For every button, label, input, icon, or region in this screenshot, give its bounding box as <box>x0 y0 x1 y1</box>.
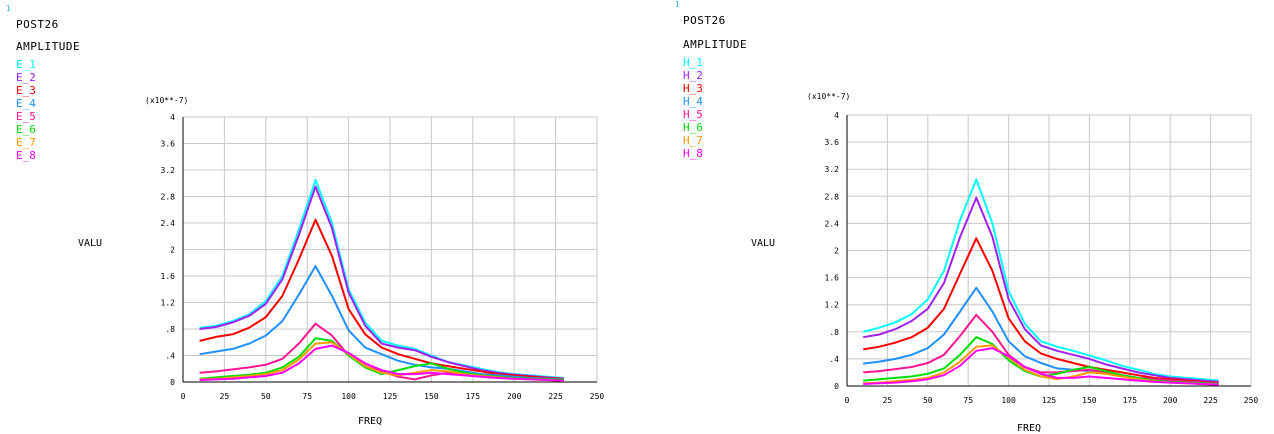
plot-title: POST26 <box>683 14 726 27</box>
x-tick-label: 100 <box>1001 396 1016 405</box>
legend-item: E_5 <box>16 110 36 123</box>
y-tick-label: 1.2 <box>161 299 176 308</box>
legend-item: H_5 <box>683 108 703 121</box>
legend-item: H_6 <box>683 121 703 134</box>
plot-panel-right: 1 POST26 AMPLITUDE H_1 H_2 H_3 H_4 H_5 H_6 H_7… <box>637 0 1274 434</box>
y-tick-label: 2.8 <box>161 193 176 202</box>
x-tick-label: 0 <box>181 392 186 401</box>
y-scale-label: (x10**-7) <box>145 96 188 105</box>
x-tick-label: 25 <box>220 392 230 401</box>
legend: E_1 E_2 E_3 E_4 E_5 E_6 E_7 E_8 <box>16 58 36 162</box>
x-tick-label: 175 <box>1123 396 1138 405</box>
series-line-e-6 <box>199 337 564 381</box>
legend-item: E_4 <box>16 97 36 110</box>
series-line-e-5 <box>199 322 564 381</box>
y-axis-label: VALU <box>751 238 775 249</box>
grid <box>846 114 1252 387</box>
series-line-h-3 <box>863 237 1219 384</box>
y-tick-label: 3.6 <box>825 138 840 147</box>
y-tick-label: 3.6 <box>161 140 176 149</box>
legend-item: H_1 <box>683 56 703 69</box>
y-tick-label: 1.2 <box>825 301 840 310</box>
line-chart: 0 25 50 75 100 125 150 175 200 225 250 0 .4 .8 1.2 1.6 2… <box>751 92 1259 434</box>
series-line-h-5 <box>863 313 1219 385</box>
series-line-e-3 <box>199 218 564 380</box>
window-number: 1 <box>675 0 680 9</box>
grid <box>182 116 598 383</box>
series-line-e-8 <box>199 344 564 382</box>
series-line-h-7 <box>863 344 1219 386</box>
x-tick-label: 75 <box>963 396 973 405</box>
y-tick-label: 3.2 <box>161 166 176 175</box>
legend-item: H_4 <box>683 95 703 108</box>
legend-item: E_1 <box>16 58 36 71</box>
line-chart: 0 25 50 75 100 125 150 175 200 225 250 0 .4 .8 1.2 1.6 2… <box>78 96 605 427</box>
x-tick-label: 150 <box>1082 396 1097 405</box>
plot-panel-left: 1 POST26 AMPLITUDE E_1 E_2 E_3 E_4 E_5 E_6 E_7… <box>6 4 605 427</box>
y-tick-label: 4 <box>170 113 175 122</box>
y-tick-label: 2.4 <box>161 219 176 228</box>
x-axis-label: FREQ <box>1017 423 1041 434</box>
x-tick-label: 25 <box>883 396 893 405</box>
legend-item: H_7 <box>683 134 703 147</box>
y-tick-label: 3.2 <box>825 165 840 174</box>
series-line-e-4 <box>199 265 564 381</box>
series-line-h-8 <box>863 347 1219 386</box>
y-tick-label: 4 <box>834 111 839 120</box>
plot-title: POST26 <box>16 18 59 31</box>
x-tick-label: 150 <box>424 392 439 401</box>
legend-item: E_7 <box>16 136 36 149</box>
x-tick-label: 200 <box>1163 396 1178 405</box>
legend-item: E_6 <box>16 123 36 136</box>
y-tick-label: 2 <box>170 246 175 255</box>
series-line-h-6 <box>863 336 1219 385</box>
x-tick-label: 225 <box>548 392 563 401</box>
y-axis-label: VALU <box>78 238 102 249</box>
x-tick-label: 200 <box>507 392 522 401</box>
series-line-h-1 <box>862 178 1219 382</box>
plot-subtitle: AMPLITUDE <box>683 38 748 51</box>
y-tick-label: .4 <box>165 352 175 361</box>
y-tick-label: 2 <box>834 247 839 256</box>
x-axis-label: FREQ <box>358 416 382 427</box>
series-line-h-4 <box>863 286 1219 385</box>
y-tick-label: .4 <box>829 355 839 364</box>
legend-item: E_3 <box>16 84 36 97</box>
window-number: 1 <box>6 4 11 13</box>
legend-item: H_2 <box>683 69 703 82</box>
y-tick-label: 2.4 <box>825 219 840 228</box>
y-tick-label: .8 <box>829 328 839 337</box>
x-tick-label: 125 <box>1042 396 1057 405</box>
y-tick-label: 1.6 <box>161 272 176 281</box>
x-tick-label: 75 <box>302 392 312 401</box>
y-scale-label: (x10**-7) <box>807 92 850 101</box>
y-tick-label: 0 <box>170 378 175 387</box>
legend-item: H_3 <box>683 82 703 95</box>
legend-item: E_2 <box>16 71 36 84</box>
y-tick-label: .8 <box>165 325 175 334</box>
legend-item: H_8 <box>683 147 703 160</box>
legend-item: E_8 <box>16 149 36 162</box>
x-tick-label: 100 <box>341 392 356 401</box>
x-tick-label: 50 <box>261 392 271 401</box>
x-tick-label: 0 <box>845 396 850 405</box>
x-tick-label: 175 <box>466 392 481 401</box>
x-tick-label: 50 <box>923 396 933 405</box>
x-tick-label: 125 <box>383 392 398 401</box>
plot-subtitle: AMPLITUDE <box>16 40 81 53</box>
legend: H_1 H_2 H_3 H_4 H_5 H_6 H_7 H_8 <box>683 56 703 160</box>
x-tick-label: 250 <box>590 392 605 401</box>
series-line-e-1 <box>199 178 564 379</box>
y-tick-label: 0 <box>834 382 839 391</box>
x-tick-label: 250 <box>1244 396 1259 405</box>
y-tick-label: 1.6 <box>825 274 840 283</box>
x-tick-label: 225 <box>1203 396 1218 405</box>
series-line-e-2 <box>199 185 564 380</box>
series-line-e-7 <box>199 341 564 382</box>
series-line-h-2 <box>863 196 1219 383</box>
y-tick-label: 2.8 <box>825 192 840 201</box>
